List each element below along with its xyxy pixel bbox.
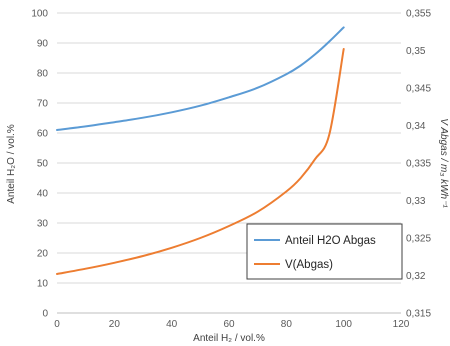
y-right-tick-label: 0,325 — [406, 234, 431, 245]
y-left-tick-label: 40 — [37, 189, 49, 200]
x-axis-title: Anteil H₂ / vol.% — [193, 333, 265, 344]
y-left-tick-label: 70 — [37, 99, 49, 110]
legend-label-h2o: Anteil H2O Abgas — [285, 235, 376, 247]
series-line-v-abgas — [56, 48, 345, 275]
y-left-tick-label: 30 — [37, 219, 49, 230]
y-right-tick-label: 0,355 — [406, 9, 431, 20]
y-left-tick-label: 60 — [37, 129, 49, 140]
series-line-h2o-abgas — [56, 26, 345, 131]
x-tick-label: 0 — [54, 319, 60, 330]
y-left-tick-label: 10 — [37, 279, 49, 290]
legend: Anteil H2O Abgas V(Abgas) — [246, 223, 403, 280]
x-tick-label: 20 — [109, 319, 121, 330]
y-right-tick-label: 0,315 — [406, 309, 431, 320]
legend-box — [246, 223, 403, 280]
y-right-tick-label: 0,345 — [406, 84, 431, 95]
x-tick-label: 80 — [281, 319, 293, 330]
x-tick-label: 100 — [335, 319, 352, 330]
y-left-tick-label: 100 — [31, 9, 48, 20]
y-right-tick-label: 0,34 — [406, 121, 426, 132]
y-right-tick-label: 0,335 — [406, 159, 431, 170]
x-tick-label: 120 — [393, 319, 410, 330]
y-left-tick-label: 80 — [37, 69, 49, 80]
series-layer — [56, 26, 345, 275]
y-right-tick-label: 0,32 — [406, 271, 426, 282]
y-left-tick-label: 90 — [37, 39, 49, 50]
y-axis-right-title: V Abgas / m₃ kWh⁻¹ — [438, 118, 449, 208]
y-axis-left-title: Anteil H₂O / vol.% — [6, 124, 17, 204]
y-right-tick-label: 0,33 — [406, 196, 426, 207]
y-left-tick-label: 0 — [42, 309, 48, 320]
axes: 0 10 20 30 40 50 60 70 80 90 100 0,315 0,32 0,325 0,33… — [31, 9, 431, 331]
y-right-tick-label: 0,35 — [406, 46, 426, 57]
y-left-tick-label: 50 — [37, 159, 49, 170]
legend-label-v-abgas: V(Abgas) — [285, 259, 333, 271]
y-left-tick-label: 20 — [37, 249, 49, 260]
x-tick-label: 40 — [166, 319, 178, 330]
gridlines — [57, 12, 401, 314]
x-tick-label: 60 — [223, 319, 235, 330]
